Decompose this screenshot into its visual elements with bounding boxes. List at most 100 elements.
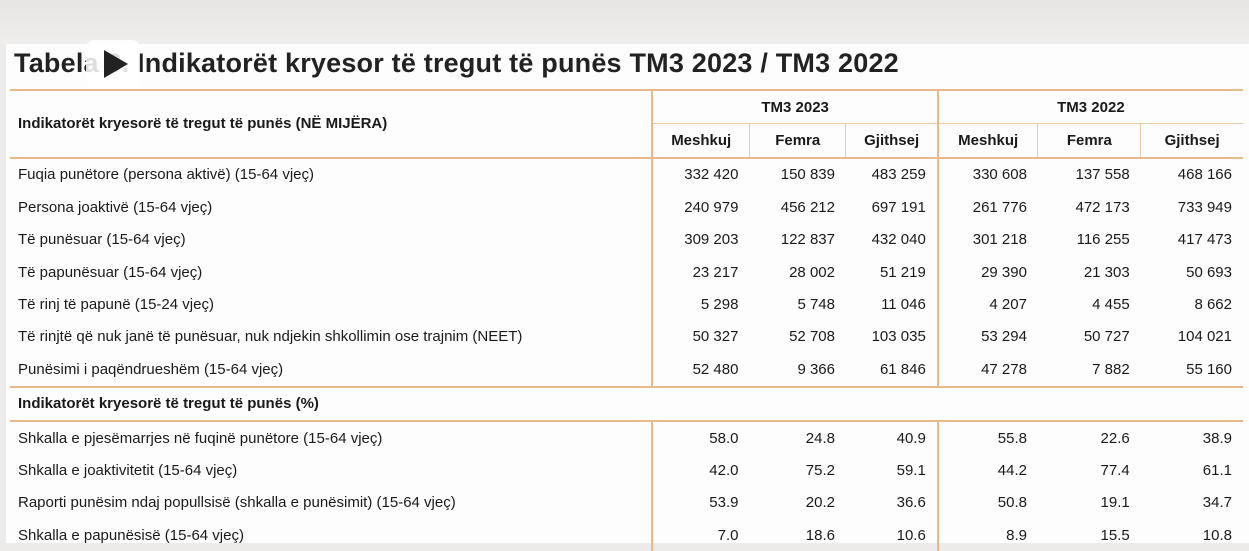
cell-value: 55 160: [1140, 353, 1243, 388]
cell-value: 11 046: [881, 296, 926, 314]
header-row-periods: Indikatorët kryesorë të tregut të punës …: [10, 89, 1243, 159]
cell-value: 50 327: [651, 320, 750, 354]
row-label: Të rinjtë që nuk janë të punësuar, nuk n…: [18, 328, 523, 346]
cell-value: 8 662: [1194, 296, 1232, 314]
cell-value: 7.0: [651, 519, 750, 551]
cell-value: 52 708: [789, 328, 835, 346]
cell-value: 103 035: [871, 328, 926, 346]
cell-value: 21 303: [1083, 263, 1130, 281]
play-icon[interactable]: [84, 38, 142, 90]
cell-value: 61.1: [1202, 461, 1232, 479]
cell-value: 50 693: [1186, 263, 1232, 281]
section2-title: Indikatorët kryesorë të tregut të punës …: [10, 386, 1243, 422]
row-label: Të rinj të papunë (15-24 vjeç): [18, 296, 214, 314]
row-label: Fuqia punëtore (persona aktivë) (15-64 v…: [18, 166, 314, 184]
cell-value: 44.2: [936, 454, 1038, 487]
table-row: Punësimi i paqëndrueshëm (15-64 vjeç) 52…: [10, 353, 1243, 388]
table-row: Persona joaktivë (15-64 vjeç) 240 979 45…: [10, 191, 1243, 224]
row-label: Të punësuar (15-64 vjeç): [18, 231, 186, 249]
cell-value: 697 191: [871, 198, 926, 216]
row-label: Të papunësuar (15-64 vjeç): [18, 263, 203, 281]
cell-value: 24.8: [805, 429, 835, 447]
row-label: Persona joaktivë (15-64 vjeç): [18, 198, 213, 216]
row-label: Punësimi i paqëndrueshëm (15-64 vjeç): [10, 353, 653, 388]
cell-value: 53.9: [651, 486, 750, 520]
cell-value: 38.9: [1202, 429, 1232, 447]
col-header: Gjithsej: [1140, 123, 1243, 159]
table-row: Raporti punësim ndaj popullsisë (shkalla…: [10, 486, 1243, 520]
cell-value: 8.9: [936, 519, 1038, 551]
cell-value: 34.7: [1202, 494, 1232, 512]
cell-value: 15.5: [1100, 526, 1130, 544]
cell-value: 7 882: [1037, 353, 1141, 388]
cell-value: 29 390: [936, 255, 1038, 289]
section-header-row: Indikatorët kryesorë të tregut të punës …: [10, 386, 1243, 422]
cell-value: 58.0: [651, 420, 750, 455]
cell-value: 50 727: [1083, 328, 1130, 346]
cell-value: 483 259: [871, 166, 926, 184]
cell-value: 137 558: [1075, 166, 1130, 184]
cell-value: 51 219: [879, 263, 926, 281]
cell-value: 104 021: [1177, 328, 1232, 346]
cell-value: 55.8: [936, 420, 1038, 455]
row-label: Shkalla e joaktivitetit (15-64 vjeç): [18, 461, 238, 479]
cell-value: 468 166: [1177, 166, 1232, 184]
row-label: Raporti punësim ndaj popullsisë (shkalla…: [18, 494, 456, 512]
cell-value: 47 278: [936, 353, 1038, 388]
cell-value: 77.4: [1100, 461, 1130, 479]
table-row: Të rinjtë që nuk janë të punësuar, nuk n…: [10, 320, 1243, 354]
labor-market-table: Indikatorët kryesorë të tregut të punës …: [10, 89, 1243, 551]
cell-value: 53 294: [936, 320, 1038, 354]
cell-value: 456 212: [780, 198, 835, 216]
cell-value: 5 298: [651, 288, 750, 321]
cell-value: 40.9: [896, 429, 926, 447]
cell-value: 75.2: [805, 461, 835, 479]
row-label: Shkalla e papunësisë (15-64 vjeç): [18, 526, 244, 544]
period-2022-header: TM3 2022: [936, 89, 1243, 124]
cell-value: 4 207: [936, 288, 1038, 321]
cell-value: 733 949: [1177, 198, 1232, 216]
background-band: [0, 0, 1249, 44]
col-header: Femra: [1037, 123, 1141, 159]
cell-value: 150 839: [780, 166, 835, 184]
cell-value: 309 203: [651, 223, 750, 256]
table-row: Shkalla e papunësisë (15-64 vjeç) 7.0 18…: [10, 519, 1243, 551]
cell-value: 10.8: [1202, 526, 1232, 544]
table-row: Të punësuar (15-64 vjeç) 309 203 122 837…: [10, 223, 1243, 256]
cell-value: 301 218: [936, 223, 1038, 256]
table-row: Të rinj të papunë (15-24 vjeç) 5 298 5 7…: [10, 288, 1243, 321]
cell-value: 22.6: [1100, 429, 1130, 447]
cell-value: 4 455: [1092, 296, 1130, 314]
col-header: Gjithsej: [845, 123, 938, 159]
cell-value: 52 480: [651, 353, 750, 388]
cell-value: 50.8: [936, 486, 1038, 520]
cell-value: 61 846: [845, 353, 938, 388]
table-row: Fuqia punëtore (persona aktivë) (15-64 v…: [10, 157, 1243, 192]
cell-value: 122 837: [780, 231, 835, 249]
cell-value: 42.0: [651, 454, 750, 487]
table-row: Shkalla e joaktivitetit (15-64 vjeç) 42.…: [10, 454, 1243, 487]
cell-value: 10.6: [896, 526, 926, 544]
cell-value: 20.2: [805, 494, 835, 512]
cell-value: 261 776: [936, 191, 1038, 224]
cell-value: 240 979: [651, 191, 750, 224]
cell-value: 36.6: [896, 494, 926, 512]
col-header: Meshkuj: [651, 123, 750, 159]
cell-value: 59.1: [896, 461, 926, 479]
cell-value: 332 420: [651, 157, 750, 192]
row-label: Shkalla e pjesëmarrjes në fuqinë punëtor…: [18, 429, 383, 447]
col-header: Femra: [748, 123, 846, 159]
table-row: Të papunësuar (15-64 vjeç) 23 217 28 002…: [10, 255, 1243, 289]
cell-value: 417 473: [1177, 231, 1232, 249]
cell-value: 19.1: [1100, 494, 1130, 512]
period-2023-header: TM3 2023: [651, 89, 938, 124]
row-label-header: Indikatorët kryesorë të tregut të punës …: [10, 89, 653, 159]
header-row-columns: Meshkuj Femra Gjithsej Meshkuj Femra Gji…: [10, 123, 1243, 159]
cell-value: 432 040: [871, 231, 926, 249]
cell-value: 330 608: [936, 157, 1038, 192]
cell-value: 28 002: [789, 263, 835, 281]
cell-value: 472 173: [1075, 198, 1130, 216]
col-header: Meshkuj: [936, 123, 1038, 159]
cell-value: 18.6: [805, 526, 835, 544]
cell-value: 9 366: [749, 353, 846, 388]
